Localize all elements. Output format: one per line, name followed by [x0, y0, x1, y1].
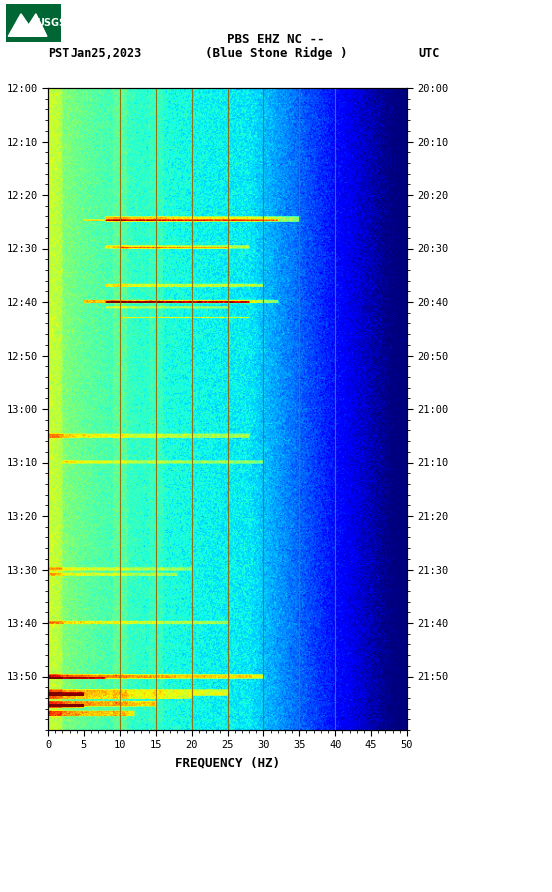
Text: (Blue Stone Ridge ): (Blue Stone Ridge )	[205, 47, 347, 61]
Text: PBS EHZ NC --: PBS EHZ NC --	[227, 33, 325, 46]
Polygon shape	[8, 14, 47, 37]
Text: USGS: USGS	[36, 18, 66, 29]
Text: PST: PST	[48, 47, 70, 61]
X-axis label: FREQUENCY (HZ): FREQUENCY (HZ)	[175, 756, 280, 769]
Text: Jan25,2023: Jan25,2023	[70, 47, 141, 61]
Text: UTC: UTC	[418, 47, 439, 61]
